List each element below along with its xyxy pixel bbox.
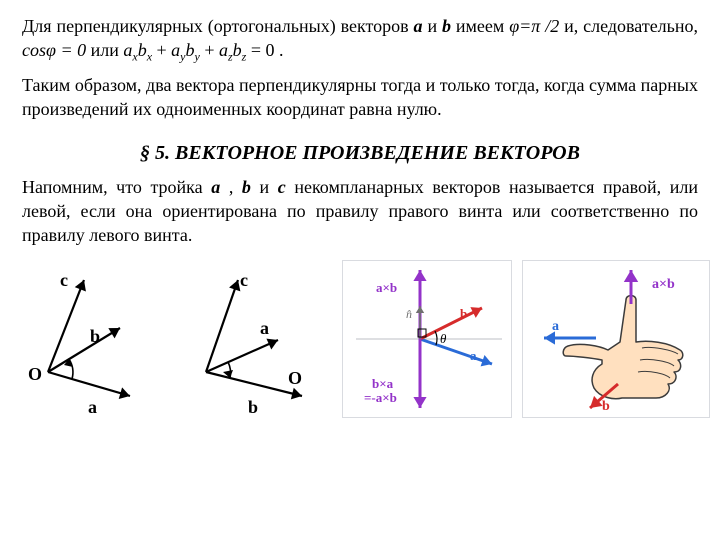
sub-z2: z [242,50,247,64]
svg-text:c: c [60,270,68,290]
svg-text:b: b [460,306,467,321]
p3-frag3: и [260,177,278,197]
fig3-svg: a×b b a b×a=-a×b n̂ θ [342,260,512,418]
svg-text:=-a×b: =-a×b [364,390,397,405]
cos-eq: cosφ = 0 [22,40,86,60]
vector-a: a [414,16,423,36]
svg-text:a: a [552,319,559,334]
figure-3: a×b b a b×a=-a×b n̂ θ [342,260,512,418]
svg-text:n̂: n̂ [406,307,412,321]
figure-1: Oa b c [22,268,172,418]
svg-text:c: c [240,270,248,290]
vector-b: b [442,16,451,36]
svg-text:b: b [90,326,100,346]
vector-a-2: a [211,177,220,197]
bx: b [138,40,147,60]
p3-frag1: Напомним, что тройка [22,177,211,197]
svg-text:θ: θ [440,331,447,346]
svg-text:O: O [288,368,302,388]
vector-c-2: c [278,177,286,197]
sub-x2: x [147,50,152,64]
paragraph-2: Таким образом, два вектора перпендикуляр… [22,73,698,122]
page: Для перпендикулярных (ортогональных) век… [0,0,720,418]
az: a [219,40,228,60]
plus1: + [157,40,172,60]
p1-frag1: Для перпендикулярных (ортогональных) век… [22,16,414,36]
section-title: § 5. ВЕКТОРНОЕ ПРОИЗВЕДЕНИЕ ВЕКТОРОВ [22,140,698,167]
paragraph-1: Для перпендикулярных (ортогональных) век… [22,14,698,65]
svg-text:b×a: b×a [372,376,394,391]
figure-4: a×b a b [522,260,710,418]
sub-y2: y [195,50,200,64]
ax: a [123,40,132,60]
phi-eq: φ=π /2 [509,16,559,36]
paragraph-3: Напомним, что тройка a , b и c некомплан… [22,175,698,248]
p1-frag7: или [91,40,124,60]
figure-row: Oa b c Ob a c a×b b a b×a=-a×b n̂ θ a×b a b [22,260,698,418]
p3-frag2: , [229,177,242,197]
svg-text:a×b: a×b [652,277,675,292]
svg-text:a: a [88,397,97,417]
eq-zero: = 0 . [251,40,284,60]
p1-frag3: имеем [456,16,509,36]
figure-2: Ob a c [182,268,332,418]
svg-text:a×b: a×b [376,280,397,295]
vector-b-2: b [242,177,251,197]
fig4-svg: a×b a b [522,260,710,418]
svg-text:a: a [470,348,477,363]
fig2-svg: Ob a c [182,268,332,418]
ay: a [171,40,180,60]
bz: b [233,40,242,60]
svg-text:b: b [602,399,610,414]
svg-text:b: b [248,397,258,417]
svg-text:O: O [28,364,42,384]
p1-frag2: и [427,16,442,36]
plus2: + [204,40,219,60]
svg-text:a: a [260,318,269,338]
p1-frag5: и, следовательно, [564,16,698,36]
by: b [186,40,195,60]
fig1-svg: Oa b c [22,268,172,418]
